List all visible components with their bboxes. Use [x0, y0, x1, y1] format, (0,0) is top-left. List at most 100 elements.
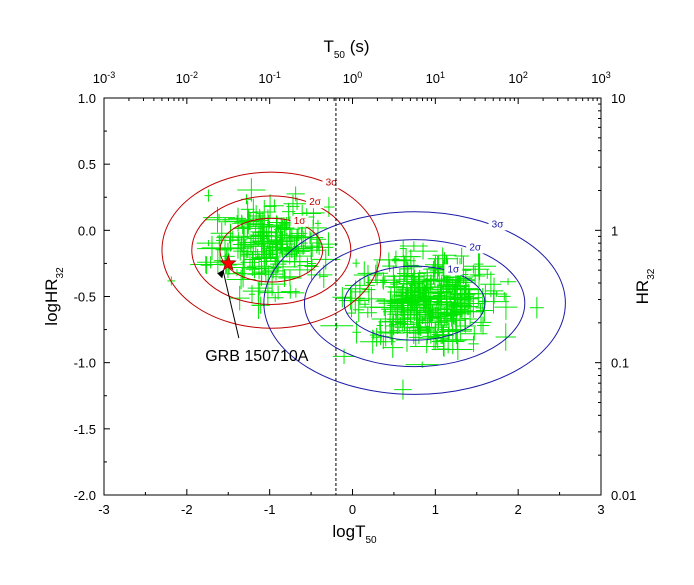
long-grb-point: [441, 289, 452, 315]
long-grb-point: [495, 323, 516, 351]
short-grb-point: [241, 248, 275, 260]
long-grb-point: [379, 256, 411, 264]
short-grb-point: [205, 206, 230, 233]
long-grb-point: [424, 255, 446, 275]
annotation-arrowhead: [217, 269, 225, 279]
plot-frame: [103, 97, 602, 496]
long-grb-point: [382, 337, 404, 358]
long-grb-point: [486, 290, 508, 298]
short-grb-point: [239, 245, 257, 259]
long-grb-point: [394, 379, 412, 400]
long-grb-point: [391, 254, 416, 267]
long-grb-point: [332, 348, 356, 364]
long-sigma-label: 3σ: [492, 219, 505, 230]
long-grb-point: [395, 316, 407, 329]
short-grb-point: [264, 199, 284, 213]
long-grb-point: [451, 316, 463, 345]
sigma-label-bg: [444, 264, 463, 276]
x-tick-label: 3: [597, 502, 604, 517]
long-contour-1sigma: [343, 265, 486, 341]
long-grb-point: [382, 260, 397, 272]
short-grb-point: [309, 227, 327, 251]
short-grb-point: [297, 257, 318, 274]
long-grb-point: [369, 298, 399, 316]
long-grb-point: [369, 275, 401, 285]
long-grb-point: [431, 283, 445, 305]
short-grb-point: [240, 200, 255, 218]
y-tick-label: 0.5: [78, 157, 96, 172]
long-grb-point: [388, 265, 398, 287]
x-tick-label: -2: [181, 502, 193, 517]
short-grb-point: [314, 219, 322, 227]
short-sigma-label: 3σ: [326, 177, 339, 188]
short-grb-point: [237, 178, 266, 202]
y-tick-label: -0.5: [74, 290, 96, 305]
annotation-arrow-line: [222, 271, 240, 339]
short-grb-point: [216, 230, 249, 242]
long-grb-point: [480, 271, 502, 298]
x-axis-title: logT50: [332, 522, 377, 546]
short-grb-point: [298, 231, 308, 255]
long-grb-point: [497, 291, 511, 301]
long-grb-point: [424, 272, 455, 287]
short-grb-point: [214, 242, 242, 255]
long-grb-point: [441, 294, 459, 314]
x-tick-label: -3: [98, 502, 110, 517]
long-grb-point: [409, 300, 421, 310]
long-grb-point: [431, 323, 441, 351]
x-tick-label: 1: [432, 502, 439, 517]
short-grb-point: [251, 291, 265, 319]
long-grb-point: [457, 289, 480, 298]
long-grb-point: [428, 314, 449, 331]
short-grb-point: [305, 239, 334, 255]
short-grb-point: [248, 285, 256, 304]
long-grb-point: [411, 281, 426, 307]
top-x-tick-label: 10-3: [93, 70, 115, 86]
sigma-label-bg: [290, 215, 309, 227]
short-grb-point: [304, 253, 319, 280]
top-x-tick-label: 102: [508, 70, 527, 86]
long-grb-point: [433, 293, 456, 300]
long-grb-point: [335, 286, 366, 310]
long-grb-point: [408, 328, 423, 347]
short-grb-point: [267, 230, 284, 250]
long-grb-point: [403, 287, 414, 311]
short-grb-point: [190, 255, 222, 274]
short-contour-3sigma: [161, 171, 382, 329]
short-grb-point: [232, 256, 257, 279]
long-grb-point: [475, 299, 493, 322]
short-grb-point: [247, 222, 280, 231]
long-grb-point: [332, 286, 353, 308]
short-grb-point: [244, 236, 258, 249]
short-grb-point: [269, 232, 285, 257]
short-grb-point: [251, 218, 273, 231]
short-grb-point: [238, 219, 250, 235]
right-y-tick-label: 0.1: [611, 356, 629, 371]
long-grb-point: [385, 312, 395, 340]
right-y-tick-label: 0.01: [611, 488, 636, 503]
long-grb-point: [468, 295, 479, 318]
long-grb-point: [409, 295, 442, 319]
long-grb-point: [385, 296, 401, 323]
long-grb-point: [499, 278, 517, 286]
short-grb-point: [278, 270, 302, 286]
long-grb-point: [474, 289, 483, 307]
long-grb-point: [494, 294, 518, 320]
short-grb-point: [247, 205, 266, 227]
long-grb-point: [380, 272, 387, 290]
long-grb-point: [449, 280, 461, 308]
short-grb-point: [252, 267, 278, 277]
long-grb-point: [423, 313, 457, 324]
long-grb-point: [392, 250, 400, 268]
long-grb-point: [468, 335, 479, 352]
long-grb-point: [414, 271, 441, 291]
annotation-label: GRB 150710A: [205, 348, 309, 365]
y-tick-label: 1.0: [78, 91, 96, 106]
labels-layer: GRB 150710A logT50 T50 (s) logHR32 HR32: [42, 37, 657, 546]
data-layer: [167, 178, 544, 400]
long-grb-point: [319, 264, 328, 288]
axes-layer: -3 -2 -1 0 1 2 310-3 10-2 10-1 100 101 102 103-2.0-1…: [74, 70, 637, 517]
short-grb-point: [284, 263, 316, 277]
long-grb-point: [476, 316, 490, 335]
short-grb-point: [283, 244, 296, 265]
